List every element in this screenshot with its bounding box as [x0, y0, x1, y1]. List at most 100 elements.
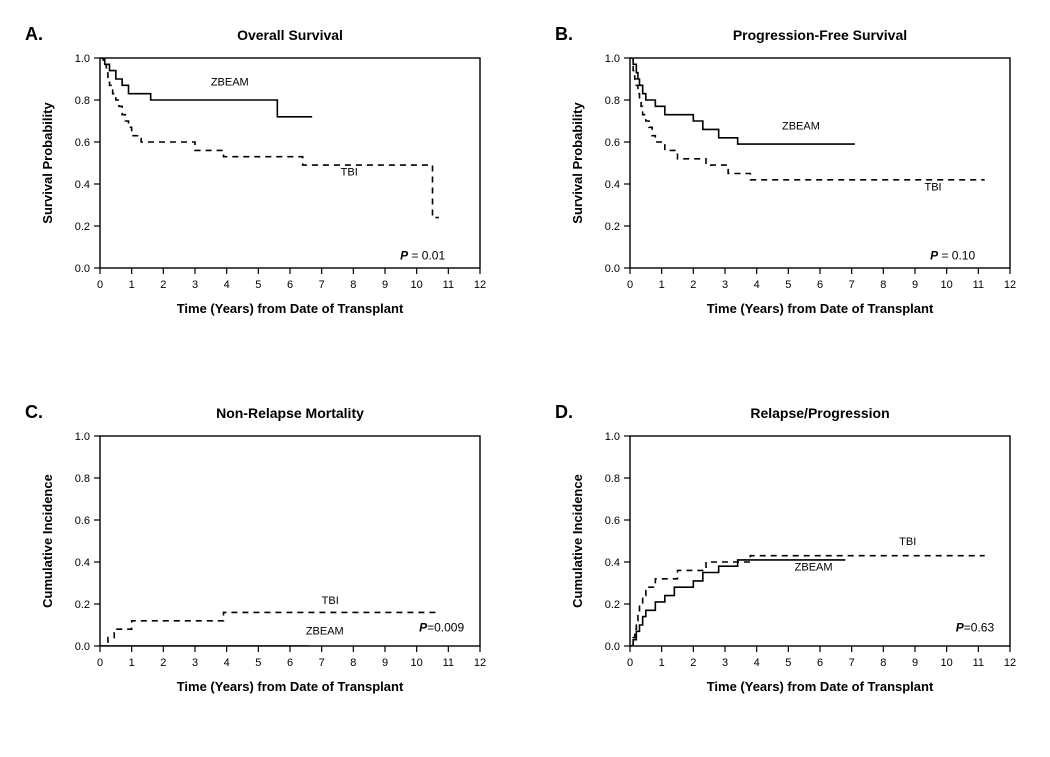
y-tick-label: 0.8	[605, 473, 620, 485]
x-tick-label: 5	[255, 279, 261, 291]
panel-letter: D.	[555, 402, 573, 422]
x-tick-label: 2	[690, 279, 696, 291]
x-tick-label: 7	[319, 657, 325, 669]
chart-a: A.Overall Survival01234567891011120.00.2…	[20, 20, 520, 338]
x-tick-label: 9	[382, 279, 388, 291]
chart-title: Non-Relapse Mortality	[216, 405, 364, 421]
p-value: P=0.009	[419, 620, 464, 634]
y-tick-label: 0.0	[75, 263, 90, 275]
plot-frame	[630, 436, 1010, 646]
x-tick-label: 7	[319, 279, 325, 291]
x-tick-label: 6	[817, 657, 823, 669]
x-tick-label: 0	[97, 279, 103, 291]
panel-letter: B.	[555, 24, 573, 44]
x-tick-label: 0	[627, 657, 633, 669]
x-tick-label: 4	[754, 279, 760, 291]
series-zbeam	[630, 58, 855, 144]
panel-letter: C.	[25, 402, 43, 422]
y-axis-label: Survival Probability	[40, 102, 55, 224]
series-tbi	[100, 612, 439, 646]
x-tick-label: 4	[224, 279, 230, 291]
y-tick-label: 0.2	[75, 221, 90, 233]
y-tick-label: 0.6	[75, 137, 90, 149]
x-tick-label: 10	[941, 657, 953, 669]
x-tick-label: 5	[785, 657, 791, 669]
x-tick-label: 9	[912, 279, 918, 291]
series-label-zbeam: ZBEAM	[795, 561, 833, 573]
x-tick-label: 6	[287, 279, 293, 291]
x-tick-label: 12	[474, 657, 486, 669]
x-tick-label: 6	[287, 657, 293, 669]
series-tbi	[630, 58, 985, 180]
x-axis-label: Time (Years) from Date of Transplant	[707, 301, 934, 316]
x-tick-label: 11	[443, 279, 454, 291]
x-tick-label: 1	[659, 279, 665, 291]
y-axis-label: Survival Probability	[570, 102, 585, 224]
y-tick-label: 1.0	[75, 53, 90, 65]
series-label-tbi: TBI	[322, 595, 339, 607]
x-tick-label: 1	[659, 657, 665, 669]
x-tick-label: 8	[880, 657, 886, 669]
panel-letter: A.	[25, 24, 43, 44]
x-tick-label: 5	[785, 279, 791, 291]
x-tick-label: 1	[129, 657, 135, 669]
x-tick-label: 10	[941, 279, 953, 291]
x-tick-label: 10	[411, 279, 423, 291]
panel-c: C.Non-Relapse Mortality01234567891011120…	[20, 398, 520, 716]
y-axis-label: Cumulative Incidence	[570, 474, 585, 608]
series-tbi	[100, 58, 439, 218]
y-tick-label: 0.2	[605, 599, 620, 611]
p-value: P=0.63	[956, 620, 995, 634]
x-tick-label: 6	[817, 279, 823, 291]
x-tick-label: 9	[382, 657, 388, 669]
x-tick-label: 0	[627, 279, 633, 291]
x-tick-label: 11	[973, 279, 984, 291]
p-value: P = 0.10	[930, 249, 975, 263]
x-tick-label: 9	[912, 657, 918, 669]
x-tick-label: 3	[192, 279, 198, 291]
y-tick-label: 1.0	[75, 431, 90, 443]
x-tick-label: 12	[1004, 657, 1016, 669]
figure-grid: A.Overall Survival01234567891011120.00.2…	[20, 20, 1030, 716]
x-axis-label: Time (Years) from Date of Transplant	[177, 679, 404, 694]
series-label-tbi: TBI	[899, 536, 916, 548]
x-tick-label: 8	[880, 279, 886, 291]
x-tick-label: 10	[411, 657, 423, 669]
series-label-tbi: TBI	[341, 167, 358, 179]
x-tick-label: 8	[350, 657, 356, 669]
y-tick-label: 0.0	[75, 641, 90, 653]
y-tick-label: 0.4	[605, 179, 620, 191]
x-tick-label: 11	[973, 657, 984, 669]
x-tick-label: 2	[690, 657, 696, 669]
y-tick-label: 0.4	[75, 179, 90, 191]
series-zbeam	[100, 58, 312, 117]
x-tick-label: 2	[160, 657, 166, 669]
plot-frame	[100, 436, 480, 646]
panel-b: B.Progression-Free Survival0123456789101…	[550, 20, 1050, 338]
x-tick-label: 7	[849, 657, 855, 669]
x-tick-label: 12	[474, 279, 486, 291]
y-tick-label: 0.4	[605, 557, 620, 569]
y-tick-label: 0.6	[75, 515, 90, 527]
y-tick-label: 1.0	[605, 431, 620, 443]
y-tick-label: 1.0	[605, 53, 620, 65]
y-tick-label: 0.2	[75, 599, 90, 611]
series-label-zbeam: ZBEAM	[782, 120, 820, 132]
chart-title: Relapse/Progression	[750, 405, 889, 421]
series-label-zbeam: ZBEAM	[306, 625, 344, 637]
series-label-tbi: TBI	[925, 181, 942, 193]
y-axis-label: Cumulative Incidence	[40, 474, 55, 608]
x-tick-label: 12	[1004, 279, 1016, 291]
plot-frame	[630, 58, 1010, 268]
y-tick-label: 0.2	[605, 221, 620, 233]
x-tick-label: 2	[160, 279, 166, 291]
x-axis-label: Time (Years) from Date of Transplant	[177, 301, 404, 316]
y-tick-label: 0.8	[75, 95, 90, 107]
x-tick-label: 7	[849, 279, 855, 291]
chart-c: C.Non-Relapse Mortality01234567891011120…	[20, 398, 520, 716]
y-tick-label: 0.8	[75, 473, 90, 485]
series-label-zbeam: ZBEAM	[211, 76, 249, 88]
y-tick-label: 0.6	[605, 137, 620, 149]
y-tick-label: 0.6	[605, 515, 620, 527]
y-tick-label: 0.8	[605, 95, 620, 107]
